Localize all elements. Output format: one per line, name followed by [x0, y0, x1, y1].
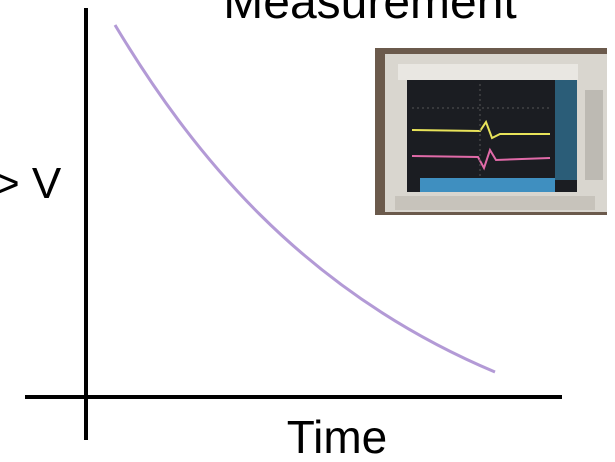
scope-buttons: [395, 196, 595, 210]
x-axis-label: Time: [287, 411, 388, 462]
scope-header: [398, 64, 578, 80]
scope-side-menu: [555, 80, 577, 180]
title: Measurement: [223, 0, 516, 29]
scope-softkeys: [420, 178, 555, 192]
decay-curve: [113, 24, 496, 374]
oscilloscope-photo: [375, 48, 607, 215]
scope-knobs: [585, 90, 603, 180]
y-axis-label: > V: [0, 159, 62, 208]
pink-trace: [411, 147, 551, 171]
yellow-trace: [411, 119, 550, 140]
